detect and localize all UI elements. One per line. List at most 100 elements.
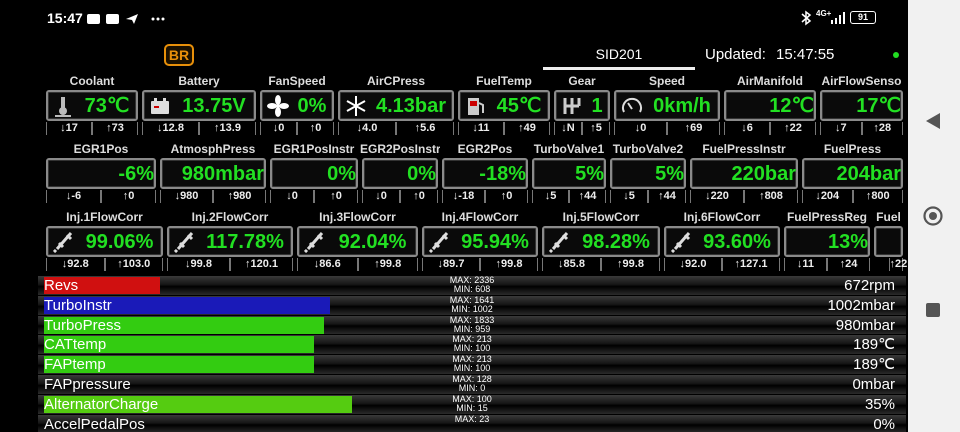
gauge-max: ↑980 (213, 190, 266, 203)
tab[interactable]: SID201 (543, 46, 695, 70)
bar-name: TurboPress (44, 316, 121, 334)
gauge-min: ↓99.8 (167, 258, 230, 271)
gauge-min: ↓92.0 (664, 258, 722, 271)
gauge-box: 220bar (690, 158, 798, 189)
gauge-min: ↓N (554, 122, 582, 135)
gauge-min: ↓6 (724, 122, 770, 135)
gauge-label: Inj.4FlowCorr (441, 210, 519, 224)
home-button[interactable] (923, 206, 943, 226)
gauge-box (874, 226, 903, 257)
gauge-max: ↑800 (852, 190, 903, 203)
gauge-icon (151, 98, 169, 114)
gauge-value: 1 (591, 95, 603, 117)
gauge-min: ↓85.8 (542, 258, 601, 271)
bar-value: 189℃ (853, 336, 895, 354)
bar-name: FAPtemp (44, 356, 106, 374)
gauge-label: AirCPress (366, 74, 426, 88)
bar-value: 0mbar (852, 376, 895, 393)
bar-min: MIN: 100 (453, 363, 491, 374)
bar-fill (44, 296, 330, 314)
gauge-box: 12℃ (724, 90, 816, 121)
gauge-icon (671, 232, 691, 253)
gauge-max: ↑44 (569, 190, 606, 203)
gauge-box: 5% (610, 158, 686, 189)
bluetooth-icon (801, 10, 812, 26)
bar-min: MIN: 1002 (451, 303, 493, 314)
gauge-value: 45℃ (496, 95, 542, 117)
bar-name: FAPpressure (44, 376, 131, 393)
gauge-min: ↓86.6 (297, 258, 358, 271)
gauge-value: 0% (297, 95, 327, 117)
gauge-icon (468, 98, 484, 115)
gauge-value: 13.75V (182, 95, 246, 117)
gauge-label: EGR1Pos (73, 142, 129, 156)
gauge-box: 17℃ (820, 90, 903, 121)
gauge-label: Inj.2FlowCorr (191, 210, 269, 224)
gauge-min: ↓92.8 (46, 258, 105, 271)
gauge-value: -6% (118, 163, 154, 185)
gauge-max: ↑44 (648, 190, 686, 203)
gauge-icon (174, 232, 194, 253)
gauge-label: FanSpeed (268, 74, 326, 88)
gauge-icon (267, 95, 289, 117)
gauge-label: Battery (178, 74, 220, 88)
updated-time: 15:47:55 (776, 46, 835, 63)
gauge-value: 92.04% (338, 231, 407, 253)
gauge-value: 5% (575, 163, 604, 185)
bar-min: MIN: 100 (453, 343, 491, 354)
nav-buttons (923, 113, 943, 317)
gauge-max: ↑808 (744, 190, 798, 203)
recents-button[interactable] (926, 303, 940, 317)
updated-label: Updated: (705, 46, 766, 63)
gauge-min: ↓204 (802, 190, 853, 203)
bar-fill (44, 316, 324, 334)
bar-name: CATtemp (44, 336, 107, 354)
gauge-box: 980mbar (160, 158, 266, 189)
battery-level: 91 (857, 12, 868, 22)
gauge-box: 0km/h (614, 90, 720, 121)
gauge-min: ↓0 (260, 122, 297, 135)
bar-value: 1002mbar (827, 296, 895, 314)
gauge-label: TurboValve1 (533, 142, 605, 156)
bar-max: MAX: 128 (452, 374, 492, 384)
gauge-min: ↓7 (820, 122, 862, 135)
gauge-value: 93.60% (703, 231, 771, 253)
gauge-label: EGR2PosInstr (360, 142, 440, 156)
gauge-box: 92.04% (297, 226, 418, 257)
gauge-box: 73℃ (46, 90, 138, 121)
gauge-min: ↓0 (362, 190, 400, 203)
gauge-box: -6% (46, 158, 156, 189)
gauge-max: ↑0 (314, 190, 358, 203)
gauge-value: 0km/h (653, 95, 711, 117)
back-button[interactable] (926, 113, 940, 129)
logo: BR (164, 44, 194, 66)
gauge-min: ↓0 (270, 190, 314, 203)
gauge-value: 17℃ (856, 95, 901, 117)
gauge-max: ↑0 (101, 190, 156, 203)
gauge-max: ↑127.1 (722, 258, 780, 271)
gauge-max: ↑99.8 (601, 258, 660, 271)
gauge-min: ↓-18 (442, 190, 485, 203)
bar-name: AccelPedalPos (44, 415, 145, 432)
gauge-max: ↑5.6 (396, 122, 454, 135)
gauge-box: 13% (784, 226, 870, 257)
gauge-icon (549, 232, 569, 253)
bar-max: MAX: 2336 (449, 275, 495, 285)
gauge-value: 98.28% (582, 231, 650, 253)
gauge-max: ↑22 (770, 122, 816, 135)
bar-value: 189℃ (853, 356, 895, 374)
gauge-value: -18% (479, 163, 526, 185)
gauge-max: ↑24 (827, 258, 870, 271)
gauge-box: 0% (260, 90, 334, 121)
gauge-label: FuelPressReg (786, 210, 868, 224)
gauge-label: AirFlowSenso (821, 74, 902, 88)
bar-max: MAX: 213 (452, 354, 492, 365)
gauge-label: AirManifold (737, 74, 803, 88)
bar-fill (44, 277, 160, 294)
gauge-min: ↓0 (614, 122, 667, 135)
gauge-label: Inj.3FlowCorr (319, 210, 396, 224)
gauge-icon (346, 96, 366, 116)
bar-row (38, 375, 906, 395)
gauge-min: ↓220 (690, 190, 744, 203)
